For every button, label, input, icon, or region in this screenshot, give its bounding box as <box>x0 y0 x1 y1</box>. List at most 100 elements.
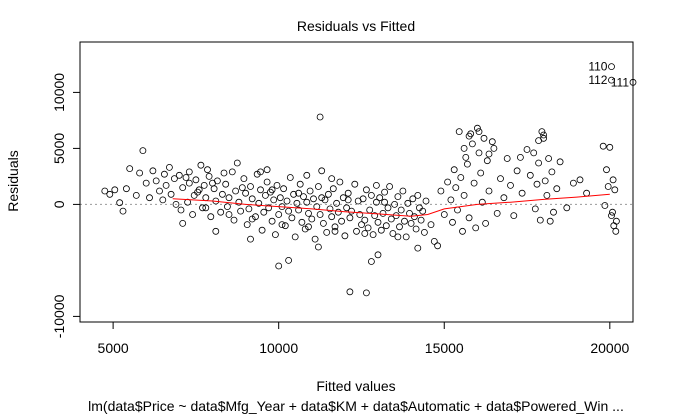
data-point <box>316 113 324 121</box>
data-point <box>185 168 193 176</box>
data-point <box>194 188 202 196</box>
data-point <box>260 208 268 216</box>
data-point <box>503 155 511 162</box>
model-formula: lm(data$Price ~ data$Mfg_Year + data$KM … <box>88 398 624 414</box>
data-point <box>473 124 481 132</box>
data-point <box>510 212 518 220</box>
data-point <box>455 128 463 136</box>
data-point <box>159 196 167 204</box>
data-point <box>397 206 405 214</box>
data-point <box>160 170 168 178</box>
data-point <box>497 175 504 183</box>
data-point <box>401 217 408 225</box>
data-point <box>200 181 208 189</box>
data-point <box>139 147 147 155</box>
data-point <box>308 215 316 223</box>
data-point <box>257 186 264 194</box>
data-point <box>346 214 354 222</box>
data-point <box>570 179 577 187</box>
data-point <box>467 130 475 138</box>
data-point <box>329 185 337 193</box>
data-point <box>344 196 352 204</box>
data-point <box>119 207 127 215</box>
data-point <box>608 76 615 84</box>
data-point <box>132 191 140 199</box>
data-point <box>314 243 322 251</box>
data-point <box>376 194 384 202</box>
data-point <box>415 204 423 212</box>
data-point <box>202 194 210 202</box>
data-point <box>179 184 187 192</box>
data-point <box>341 232 349 240</box>
data-point <box>548 168 556 176</box>
data-point <box>470 179 478 187</box>
data-point <box>530 149 538 157</box>
data-point <box>212 227 220 235</box>
data-point <box>386 183 394 190</box>
data-point <box>333 199 341 207</box>
data-point <box>116 199 124 207</box>
data-point <box>218 190 226 198</box>
data-point <box>599 142 607 150</box>
data-point <box>513 167 521 175</box>
data-point <box>369 231 377 239</box>
data-point <box>344 189 352 197</box>
data-point <box>293 199 301 207</box>
data-point <box>204 166 211 174</box>
data-point <box>374 218 382 226</box>
data-point <box>427 221 435 229</box>
data-point <box>412 225 420 233</box>
data-point <box>545 155 552 162</box>
data-point <box>263 178 271 186</box>
data-point <box>123 185 130 193</box>
data-point <box>278 221 286 229</box>
data-point <box>460 191 468 199</box>
data-point <box>202 204 210 212</box>
data-point <box>609 176 617 184</box>
data-point <box>444 178 452 186</box>
data-point <box>245 205 253 213</box>
x-axis: 5000 10000 15000 20000 <box>98 321 629 356</box>
data-point <box>472 224 480 232</box>
data-point <box>177 206 185 214</box>
data-point <box>362 289 370 297</box>
data-point <box>613 217 620 225</box>
data-point <box>563 204 571 212</box>
data-point <box>190 191 198 199</box>
data-point <box>146 194 153 202</box>
data-point <box>485 150 493 158</box>
data-point <box>268 217 276 225</box>
data-point <box>518 189 526 197</box>
data-point <box>258 226 266 234</box>
data-point <box>526 171 534 179</box>
data-point <box>328 175 336 183</box>
data-point <box>414 191 422 199</box>
data-point <box>372 181 380 189</box>
data-point <box>576 176 584 184</box>
data-point <box>364 224 372 232</box>
data-point <box>407 219 415 227</box>
data-point <box>305 209 312 217</box>
data-point <box>611 186 619 194</box>
data-point <box>266 188 274 196</box>
data-point <box>475 128 483 136</box>
data-point <box>361 230 369 237</box>
data-point <box>353 227 360 235</box>
data-point <box>384 204 392 212</box>
data-point <box>374 251 382 259</box>
data-point <box>359 195 367 203</box>
data-point <box>546 217 554 225</box>
data-point <box>553 185 561 193</box>
data-point <box>222 180 230 188</box>
data-point <box>311 235 319 243</box>
data-point <box>377 226 385 234</box>
data-point <box>351 180 359 188</box>
data-point <box>606 143 614 151</box>
data-point <box>291 233 299 241</box>
data-point <box>372 198 380 206</box>
data-point <box>296 180 304 188</box>
data-point <box>381 188 389 196</box>
data-point <box>420 228 428 236</box>
data-point <box>629 78 637 86</box>
